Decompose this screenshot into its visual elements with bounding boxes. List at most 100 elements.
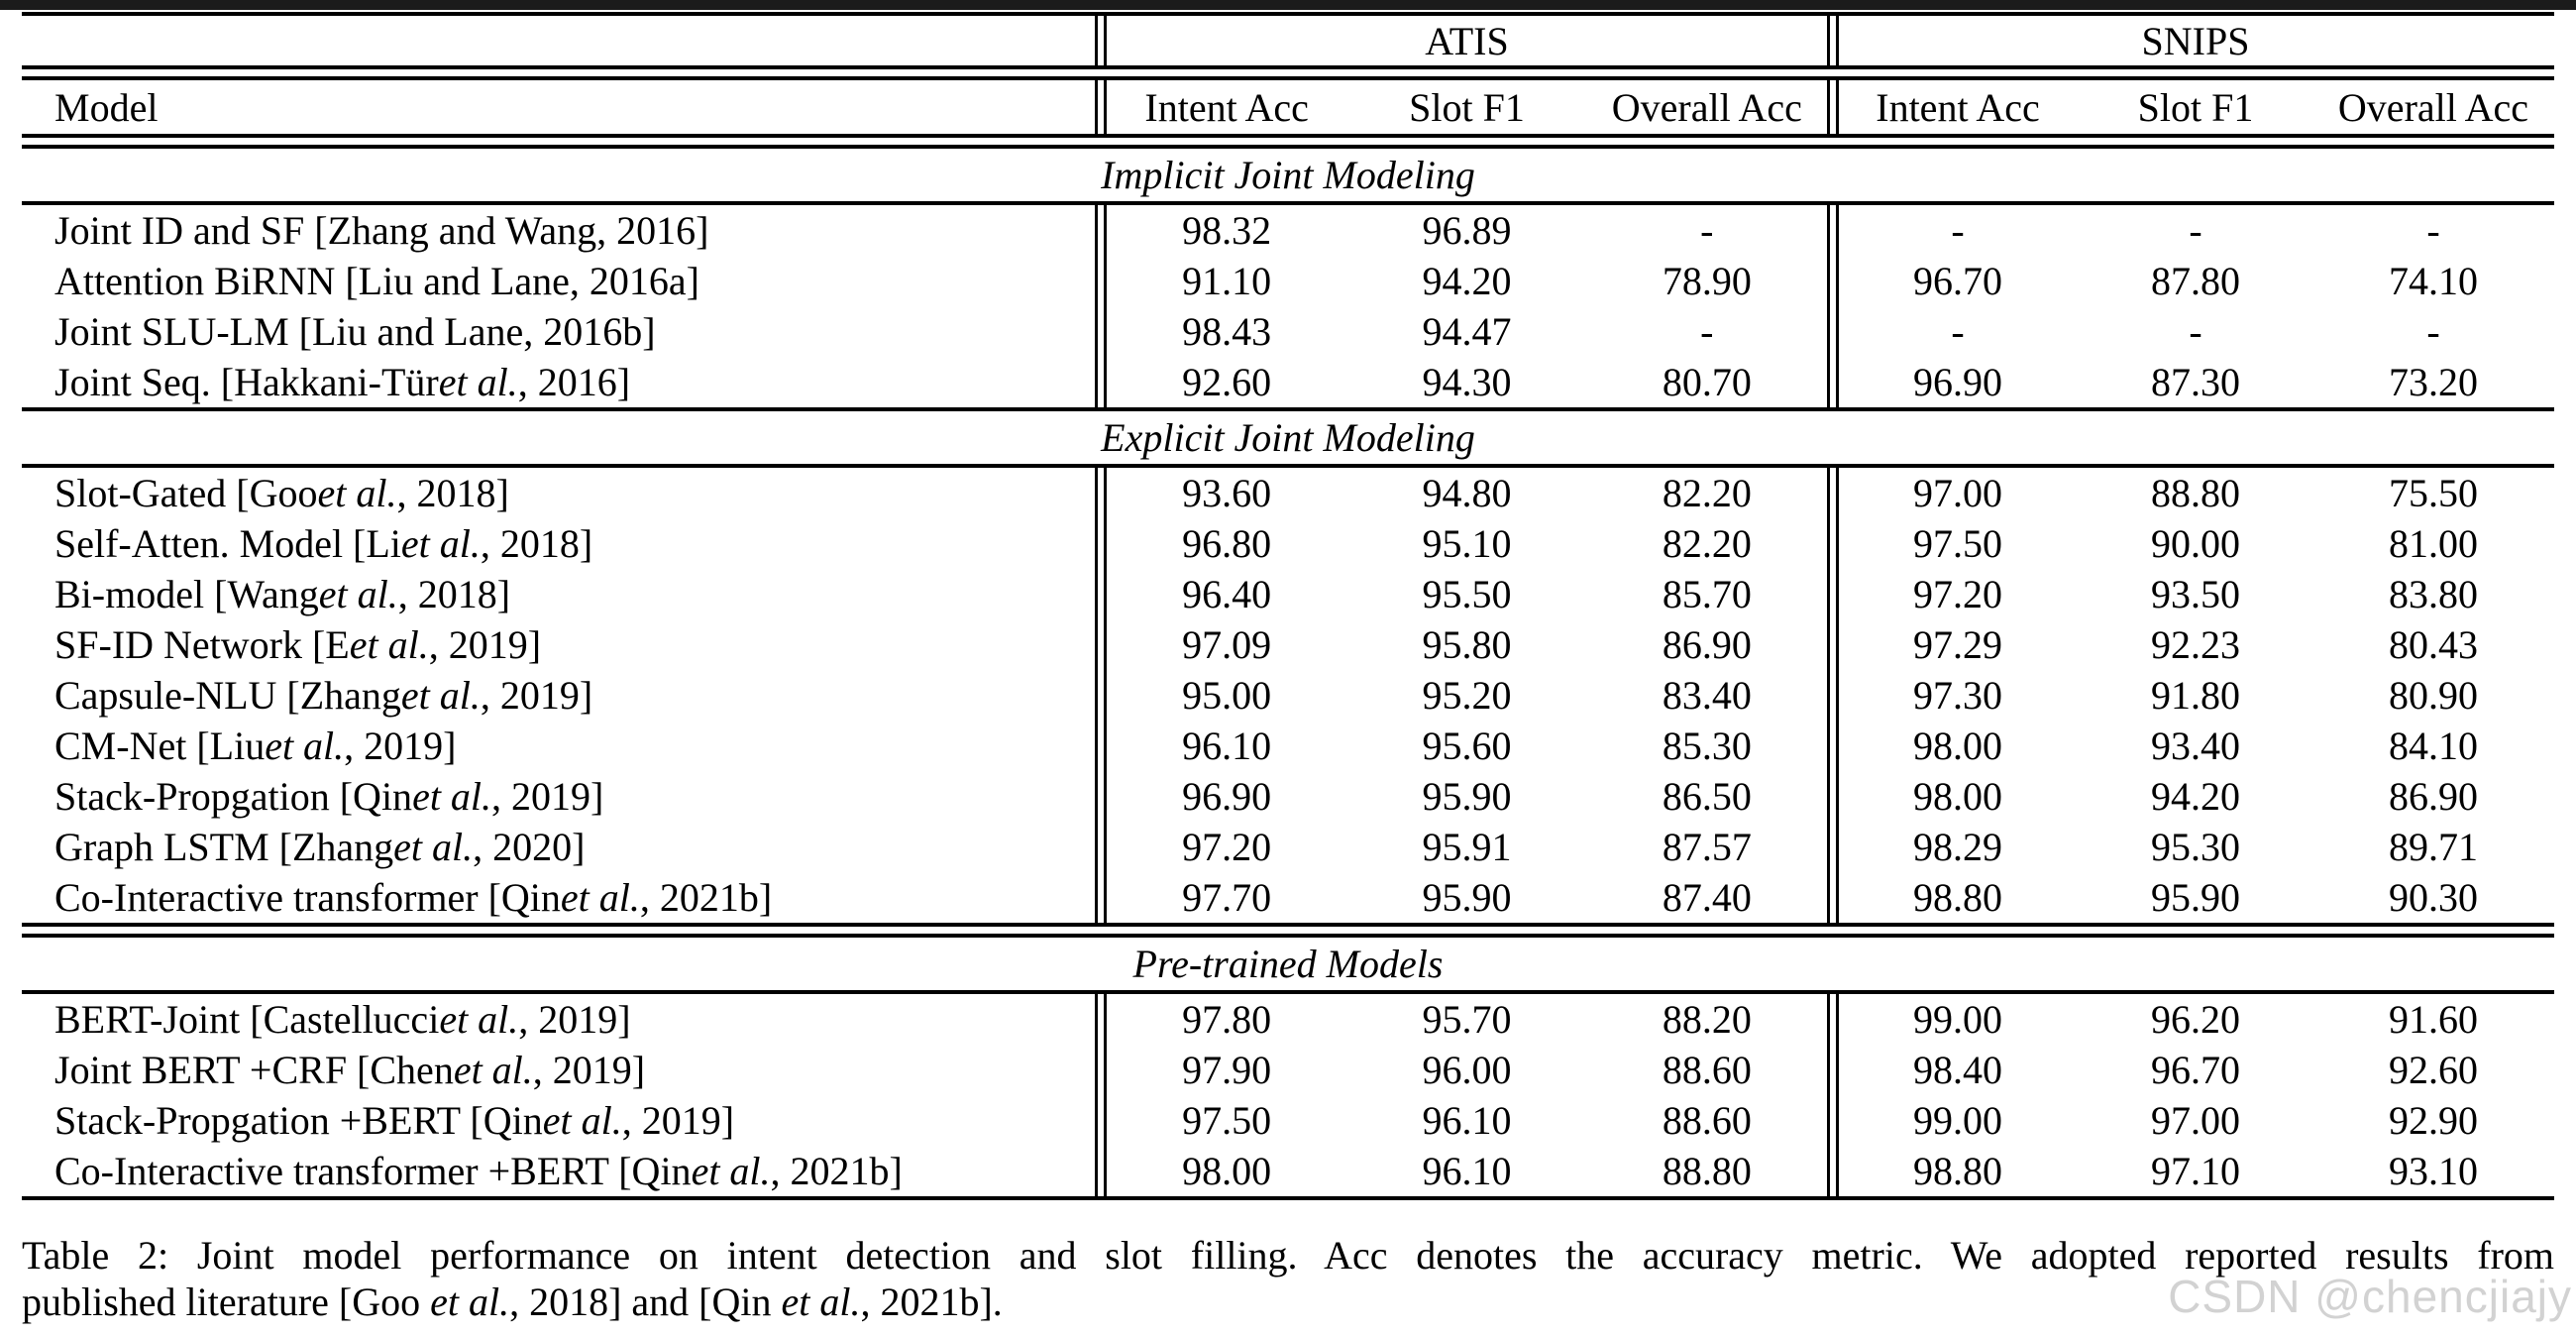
- value-cell: 86.90: [2389, 774, 2478, 819]
- section-title: Explicit Joint Modeling: [1101, 415, 1475, 460]
- value-cell: 95.20: [1422, 673, 1512, 718]
- table-row: Stack-Propgation [Qin et al., 2019] 96.90…: [22, 771, 2554, 822]
- column-header-row: Model Intent Acc Slot F1 Overall Acc Int…: [22, 80, 2554, 134]
- rule: [22, 464, 2554, 468]
- value-cell: 97.70: [1182, 875, 1272, 920]
- double-rule: [22, 923, 2554, 938]
- table-row: SF-ID Network [E et al., 2019] 97.09 95.80…: [22, 619, 2554, 670]
- table-row: Joint SLU-LM [Liu and Lane, 2016b] 98.43 9…: [22, 306, 2554, 357]
- snips-cells: ---: [1839, 205, 2552, 256]
- table-row: Joint Seq. [Hakkani-Tür et al., 2016] 92.…: [22, 357, 2554, 407]
- value-cell: 96.00: [1422, 1048, 1512, 1092]
- value-cell: 87.30: [2151, 360, 2240, 404]
- model-cell: Joint BERT +CRF [Chen et al., 2019]: [54, 1048, 646, 1092]
- vertical-separator: [1095, 357, 1107, 407]
- value-cell: 89.71: [2389, 825, 2478, 869]
- vertical-separator: [1095, 16, 1107, 65]
- vertical-separator: [1827, 468, 1839, 518]
- section-header-row: Pre-trained Models: [22, 938, 2554, 990]
- group-header-snips: SNIPS: [2141, 18, 2250, 63]
- vertical-separator: [1095, 256, 1107, 306]
- table-row: Co-Interactive transformer [Qin et al., …: [22, 872, 2554, 923]
- value-cell: 91.80: [2151, 673, 2240, 718]
- atis-cells: 93.60 94.80 82.20: [1107, 468, 1827, 518]
- value-cell: 80.90: [2389, 673, 2478, 718]
- model-cell: Co-Interactive transformer +BERT [Qin et…: [54, 1149, 903, 1193]
- vertical-separator: [1827, 256, 1839, 306]
- atis-cells: 97.50 96.10 88.60: [1107, 1095, 1827, 1146]
- column-header-slot-f1: Slot F1: [2137, 84, 2254, 130]
- vertical-separator: [1095, 994, 1107, 1045]
- value-cell: 93.10: [2389, 1149, 2478, 1193]
- value-cell: 95.91: [1422, 825, 1512, 869]
- value-cell: 96.10: [1422, 1149, 1512, 1193]
- snips-cells: 97.30 91.80 80.90: [1839, 670, 2552, 721]
- value-cell: 95.90: [1422, 875, 1512, 920]
- value-cell: 75.50: [2389, 471, 2478, 515]
- table-row: Co-Interactive transformer +BERT [Qin et…: [22, 1146, 2554, 1196]
- value-cell: 84.10: [2389, 724, 2478, 768]
- value-cell: 97.00: [1913, 471, 2002, 515]
- value-cell: 87.57: [1662, 825, 1752, 869]
- value-cell: 87.80: [2151, 259, 2240, 303]
- vertical-separator: [1827, 822, 1839, 872]
- snips-cells: 98.00 93.40 84.10: [1839, 721, 2552, 771]
- table-row: Graph LSTM [Zhang et al., 2020] 97.20 95.9…: [22, 822, 2554, 872]
- value-cell: 97.90: [1182, 1048, 1272, 1092]
- section-header-row: Explicit Joint Modeling: [22, 411, 2554, 464]
- atis-group: ATIS: [1107, 16, 1827, 65]
- value-cell: 95.80: [1422, 622, 1512, 667]
- vertical-separator: [1827, 205, 1839, 256]
- value-cell: 82.20: [1662, 471, 1752, 515]
- value-cell: 88.80: [1662, 1149, 1752, 1193]
- value-cell: 83.80: [2389, 572, 2478, 616]
- snips-cells: 98.80 97.10 93.10: [1839, 1146, 2552, 1196]
- value-cell: 80.70: [1662, 360, 1752, 404]
- vertical-separator: [1827, 80, 1839, 134]
- atis-cells: 91.10 94.20 78.90: [1107, 256, 1827, 306]
- value-cell: 87.40: [1662, 875, 1752, 920]
- value-cell: 92.23: [2151, 622, 2240, 667]
- value-cell: 93.60: [1182, 471, 1272, 515]
- column-header-intent-acc: Intent Acc: [1144, 84, 1309, 130]
- value-cell: 94.30: [1422, 360, 1512, 404]
- value-cell: 95.50: [1422, 572, 1512, 616]
- value-cell: 95.70: [1422, 997, 1512, 1042]
- section-title: Pre-trained Models: [1132, 942, 1444, 986]
- snips-cells: 98.40 96.70 92.60: [1839, 1045, 2552, 1095]
- value-cell: 98.80: [1913, 1149, 2002, 1193]
- table-row: CM-Net [Liu et al., 2019] 96.10 95.60 85.30…: [22, 721, 2554, 771]
- atis-cells: 95.00 95.20 83.40: [1107, 670, 1827, 721]
- value-cell: 86.50: [1662, 774, 1752, 819]
- vertical-separator: [1827, 569, 1839, 619]
- atis-cells: 98.43 94.47 -: [1107, 306, 1827, 357]
- atis-cells: 97.90 96.00 88.60: [1107, 1045, 1827, 1095]
- corner-cell: [22, 16, 1095, 65]
- value-cell: 97.80: [1182, 997, 1272, 1042]
- value-cell: 93.40: [2151, 724, 2240, 768]
- table-caption: Table 2: Joint model performance on inte…: [22, 1232, 2554, 1325]
- column-header-overall-acc: Overall Acc: [1611, 84, 1802, 130]
- value-cell: 95.90: [2151, 875, 2240, 920]
- value-cell: 97.30: [1913, 673, 2002, 718]
- value-cell: 86.90: [1662, 622, 1752, 667]
- vertical-separator: [1095, 771, 1107, 822]
- model-cell: BERT-Joint [Castellucci et al., 2019]: [54, 997, 631, 1042]
- snips-cells: ---: [1839, 306, 2552, 357]
- value-cell: 92.60: [2389, 1048, 2478, 1092]
- results-table: ATIS SNIPS Model Intent Acc Slot F1 Over…: [22, 12, 2554, 1200]
- table-row: Attention BiRNN [Liu and Lane, 2016a] 91.…: [22, 256, 2554, 306]
- value-cell: 88.80: [2151, 471, 2240, 515]
- vertical-separator: [1095, 872, 1107, 923]
- value-cell: 94.20: [1422, 259, 1512, 303]
- vertical-separator: [1095, 1095, 1107, 1146]
- table-row: BERT-Joint [Castellucci et al., 2019] 97.…: [22, 994, 2554, 1045]
- value-cell: 85.70: [1662, 572, 1752, 616]
- value-cell: 93.50: [2151, 572, 2240, 616]
- vertical-separator: [1095, 1146, 1107, 1196]
- atis-cells: 98.00 96.10 88.80: [1107, 1146, 1827, 1196]
- rule: [22, 201, 2554, 205]
- snips-cells: 98.00 94.20 86.90: [1839, 771, 2552, 822]
- value-cell: 96.10: [1422, 1098, 1512, 1143]
- value-cell: 96.89: [1422, 208, 1512, 253]
